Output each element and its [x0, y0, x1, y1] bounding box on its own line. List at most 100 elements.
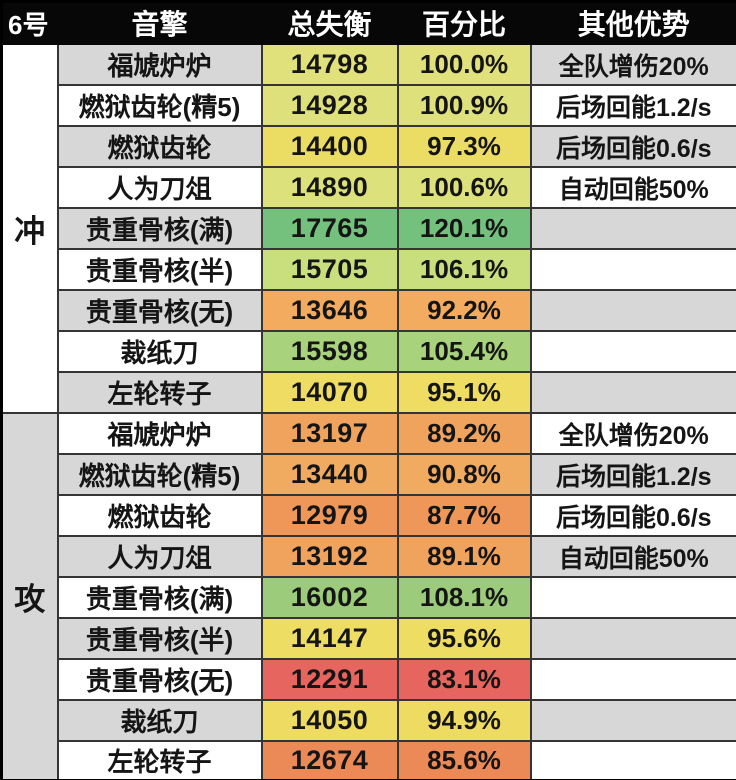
engine-name-cell: 燃狱齿轮(精5)	[56, 453, 263, 496]
note-cell	[529, 289, 736, 332]
table-row: 燃狱齿轮(精5) 14928 100.9% 后场回能1.2/s	[2, 84, 736, 127]
total-daze-cell: 15598	[260, 330, 399, 373]
note-cell	[529, 740, 736, 780]
total-daze-cell: 13197	[260, 412, 399, 455]
percent-cell: 87.7%	[396, 494, 532, 537]
engine-name-cell: 人为刀俎	[56, 535, 263, 578]
table-row: 左轮转子 12674 85.6%	[2, 740, 736, 780]
percent-cell: 89.1%	[396, 535, 532, 578]
table-row: 裁纸刀 14050 94.9%	[2, 699, 736, 742]
note-cell: 后场回能1.2/s	[529, 453, 736, 496]
table-row: 人为刀俎 14890 100.6% 自动回能50%	[2, 166, 736, 209]
percent-cell: 108.1%	[396, 576, 532, 619]
table-row: 裁纸刀 15598 105.4%	[2, 330, 736, 373]
note-cell	[529, 699, 736, 742]
engine-name-cell: 贵重骨核(无)	[56, 289, 263, 332]
group-gong: 攻 福虓炉炉 13197 89.2% 全队增伤20% 燃狱齿轮(精5) 1344…	[0, 412, 736, 780]
table-row: 贵重骨核(无) 12291 83.1%	[2, 658, 736, 701]
note-cell: 全队增伤20%	[529, 412, 736, 455]
note-cell: 后场回能0.6/s	[529, 125, 736, 168]
engine-name-cell: 左轮转子	[56, 740, 263, 780]
total-daze-cell: 13440	[260, 453, 399, 496]
header-row: 6号 音擎 总失衡 百分比 其他优势	[0, 0, 736, 45]
note-cell	[529, 248, 736, 291]
engine-name-cell: 燃狱齿轮	[56, 125, 263, 168]
group-label-gong: 攻	[0, 412, 59, 780]
total-daze-cell: 14050	[260, 699, 399, 742]
percent-cell: 106.1%	[396, 248, 532, 291]
engine-name-cell: 燃狱齿轮(精5)	[56, 84, 263, 127]
note-cell: 自动回能50%	[529, 535, 736, 578]
percent-cell: 94.9%	[396, 699, 532, 742]
note-cell	[529, 617, 736, 660]
table-row: 燃狱齿轮 12979 87.7% 后场回能0.6/s	[2, 494, 736, 537]
total-daze-cell: 16002	[260, 576, 399, 619]
percent-cell: 100.9%	[396, 84, 532, 127]
total-daze-cell: 13646	[260, 289, 399, 332]
engine-name-cell: 福虓炉炉	[56, 412, 263, 455]
table-row: 燃狱齿轮(精5) 13440 90.8% 后场回能1.2/s	[2, 453, 736, 496]
percent-cell: 83.1%	[396, 658, 532, 701]
table-row: 贵重骨核(满) 16002 108.1%	[2, 576, 736, 619]
note-cell	[529, 576, 736, 619]
note-cell: 全队增伤20%	[529, 43, 736, 86]
engine-name-cell: 人为刀俎	[56, 166, 263, 209]
header-other-advantage: 其他优势	[529, 0, 736, 45]
total-daze-cell: 14070	[260, 371, 399, 414]
total-daze-cell: 17765	[260, 207, 399, 250]
engine-name-cell: 贵重骨核(满)	[56, 576, 263, 619]
engine-name-cell: 左轮转子	[56, 371, 263, 414]
note-cell	[529, 658, 736, 701]
table-row: 燃狱齿轮 14400 97.3% 后场回能0.6/s	[2, 125, 736, 168]
note-cell: 自动回能50%	[529, 166, 736, 209]
note-cell	[529, 330, 736, 373]
note-cell	[529, 371, 736, 414]
note-cell: 后场回能0.6/s	[529, 494, 736, 537]
header-total-daze: 总失衡	[260, 0, 399, 45]
engine-name-cell: 贵重骨核(无)	[56, 658, 263, 701]
engine-name-cell: 裁纸刀	[56, 699, 263, 742]
table-row: 贵重骨核(无) 13646 92.2%	[2, 289, 736, 332]
percent-cell: 97.3%	[396, 125, 532, 168]
table-row: 人为刀俎 13192 89.1% 自动回能50%	[2, 535, 736, 578]
group-label-chong: 冲	[0, 43, 59, 414]
total-daze-cell: 14798	[260, 43, 399, 86]
engine-name-cell: 燃狱齿轮	[56, 494, 263, 537]
engine-name-cell: 裁纸刀	[56, 330, 263, 373]
header-character-id: 6号	[0, 0, 59, 45]
total-daze-cell: 14890	[260, 166, 399, 209]
header-percent: 百分比	[396, 0, 532, 45]
total-daze-cell: 12979	[260, 494, 399, 537]
group-chong: 冲 福虓炉炉 14798 100.0% 全队增伤20% 燃狱齿轮(精5) 149…	[0, 43, 736, 414]
note-cell	[529, 207, 736, 250]
table-row: 攻 福虓炉炉 13197 89.2% 全队增伤20%	[0, 412, 736, 780]
engine-name-cell: 贵重骨核(满)	[56, 207, 263, 250]
table-row: 左轮转子 14070 95.1%	[2, 371, 736, 414]
table-row: 贵重骨核(半) 15705 106.1%	[2, 248, 736, 291]
total-daze-cell: 12291	[260, 658, 399, 701]
total-daze-cell: 14928	[260, 84, 399, 127]
engine-name-cell: 贵重骨核(半)	[56, 248, 263, 291]
percent-cell: 120.1%	[396, 207, 532, 250]
header-engine: 音擎	[56, 0, 263, 45]
percent-cell: 95.6%	[396, 617, 532, 660]
percent-cell: 100.6%	[396, 166, 532, 209]
total-daze-cell: 14147	[260, 617, 399, 660]
percent-cell: 90.8%	[396, 453, 532, 496]
note-cell: 后场回能1.2/s	[529, 84, 736, 127]
percent-cell: 92.2%	[396, 289, 532, 332]
total-daze-cell: 13192	[260, 535, 399, 578]
table-header: 6号 音擎 总失衡 百分比 其他优势	[0, 0, 736, 45]
percent-cell: 89.2%	[396, 412, 532, 455]
table-row: 贵重骨核(半) 14147 95.6%	[2, 617, 736, 660]
percent-cell: 95.1%	[396, 371, 532, 414]
percent-cell: 105.4%	[396, 330, 532, 373]
engine-name-cell: 贵重骨核(半)	[56, 617, 263, 660]
total-daze-cell: 15705	[260, 248, 399, 291]
total-daze-cell: 14400	[260, 125, 399, 168]
total-daze-cell: 12674	[260, 740, 399, 780]
percent-cell: 85.6%	[396, 740, 532, 780]
table-row: 冲 福虓炉炉 14798 100.0% 全队增伤20%	[0, 43, 736, 414]
